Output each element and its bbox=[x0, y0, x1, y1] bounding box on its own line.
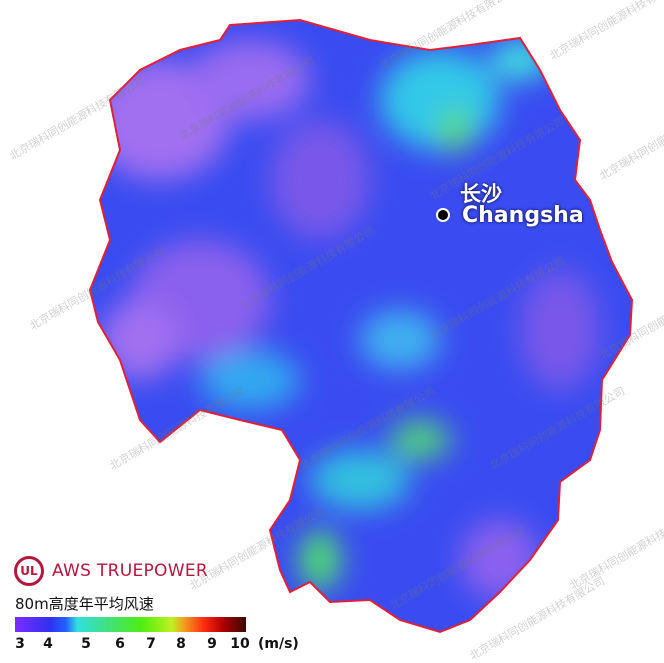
tick-label: 5 bbox=[81, 636, 91, 652]
brand: UL AWS TRUEPOWER bbox=[14, 556, 208, 586]
tick-label: 4 bbox=[43, 636, 53, 652]
brand-name: AWS TRUEPOWER bbox=[52, 561, 208, 581]
tick-label: 3 bbox=[15, 636, 25, 652]
tick-label: 9 bbox=[207, 636, 217, 652]
unit-label: (m/s) bbox=[258, 636, 299, 652]
city-label-cn: 长沙 bbox=[460, 182, 502, 206]
color-scale-bar bbox=[15, 617, 246, 632]
tick-label: 10 bbox=[230, 636, 250, 652]
tick-label: 8 bbox=[176, 636, 186, 652]
tick-label: 6 bbox=[115, 636, 125, 652]
legend: UL AWS TRUEPOWER 80m高度年平均风速 3 4 5 6 7 8 … bbox=[0, 540, 300, 655]
changsha-marker-icon bbox=[436, 208, 450, 222]
city-label-en: Changsha bbox=[462, 203, 584, 228]
ul-logo-icon: UL bbox=[14, 556, 44, 586]
tick-label: 7 bbox=[146, 636, 156, 652]
legend-title: 80m高度年平均风速 bbox=[15, 595, 154, 613]
